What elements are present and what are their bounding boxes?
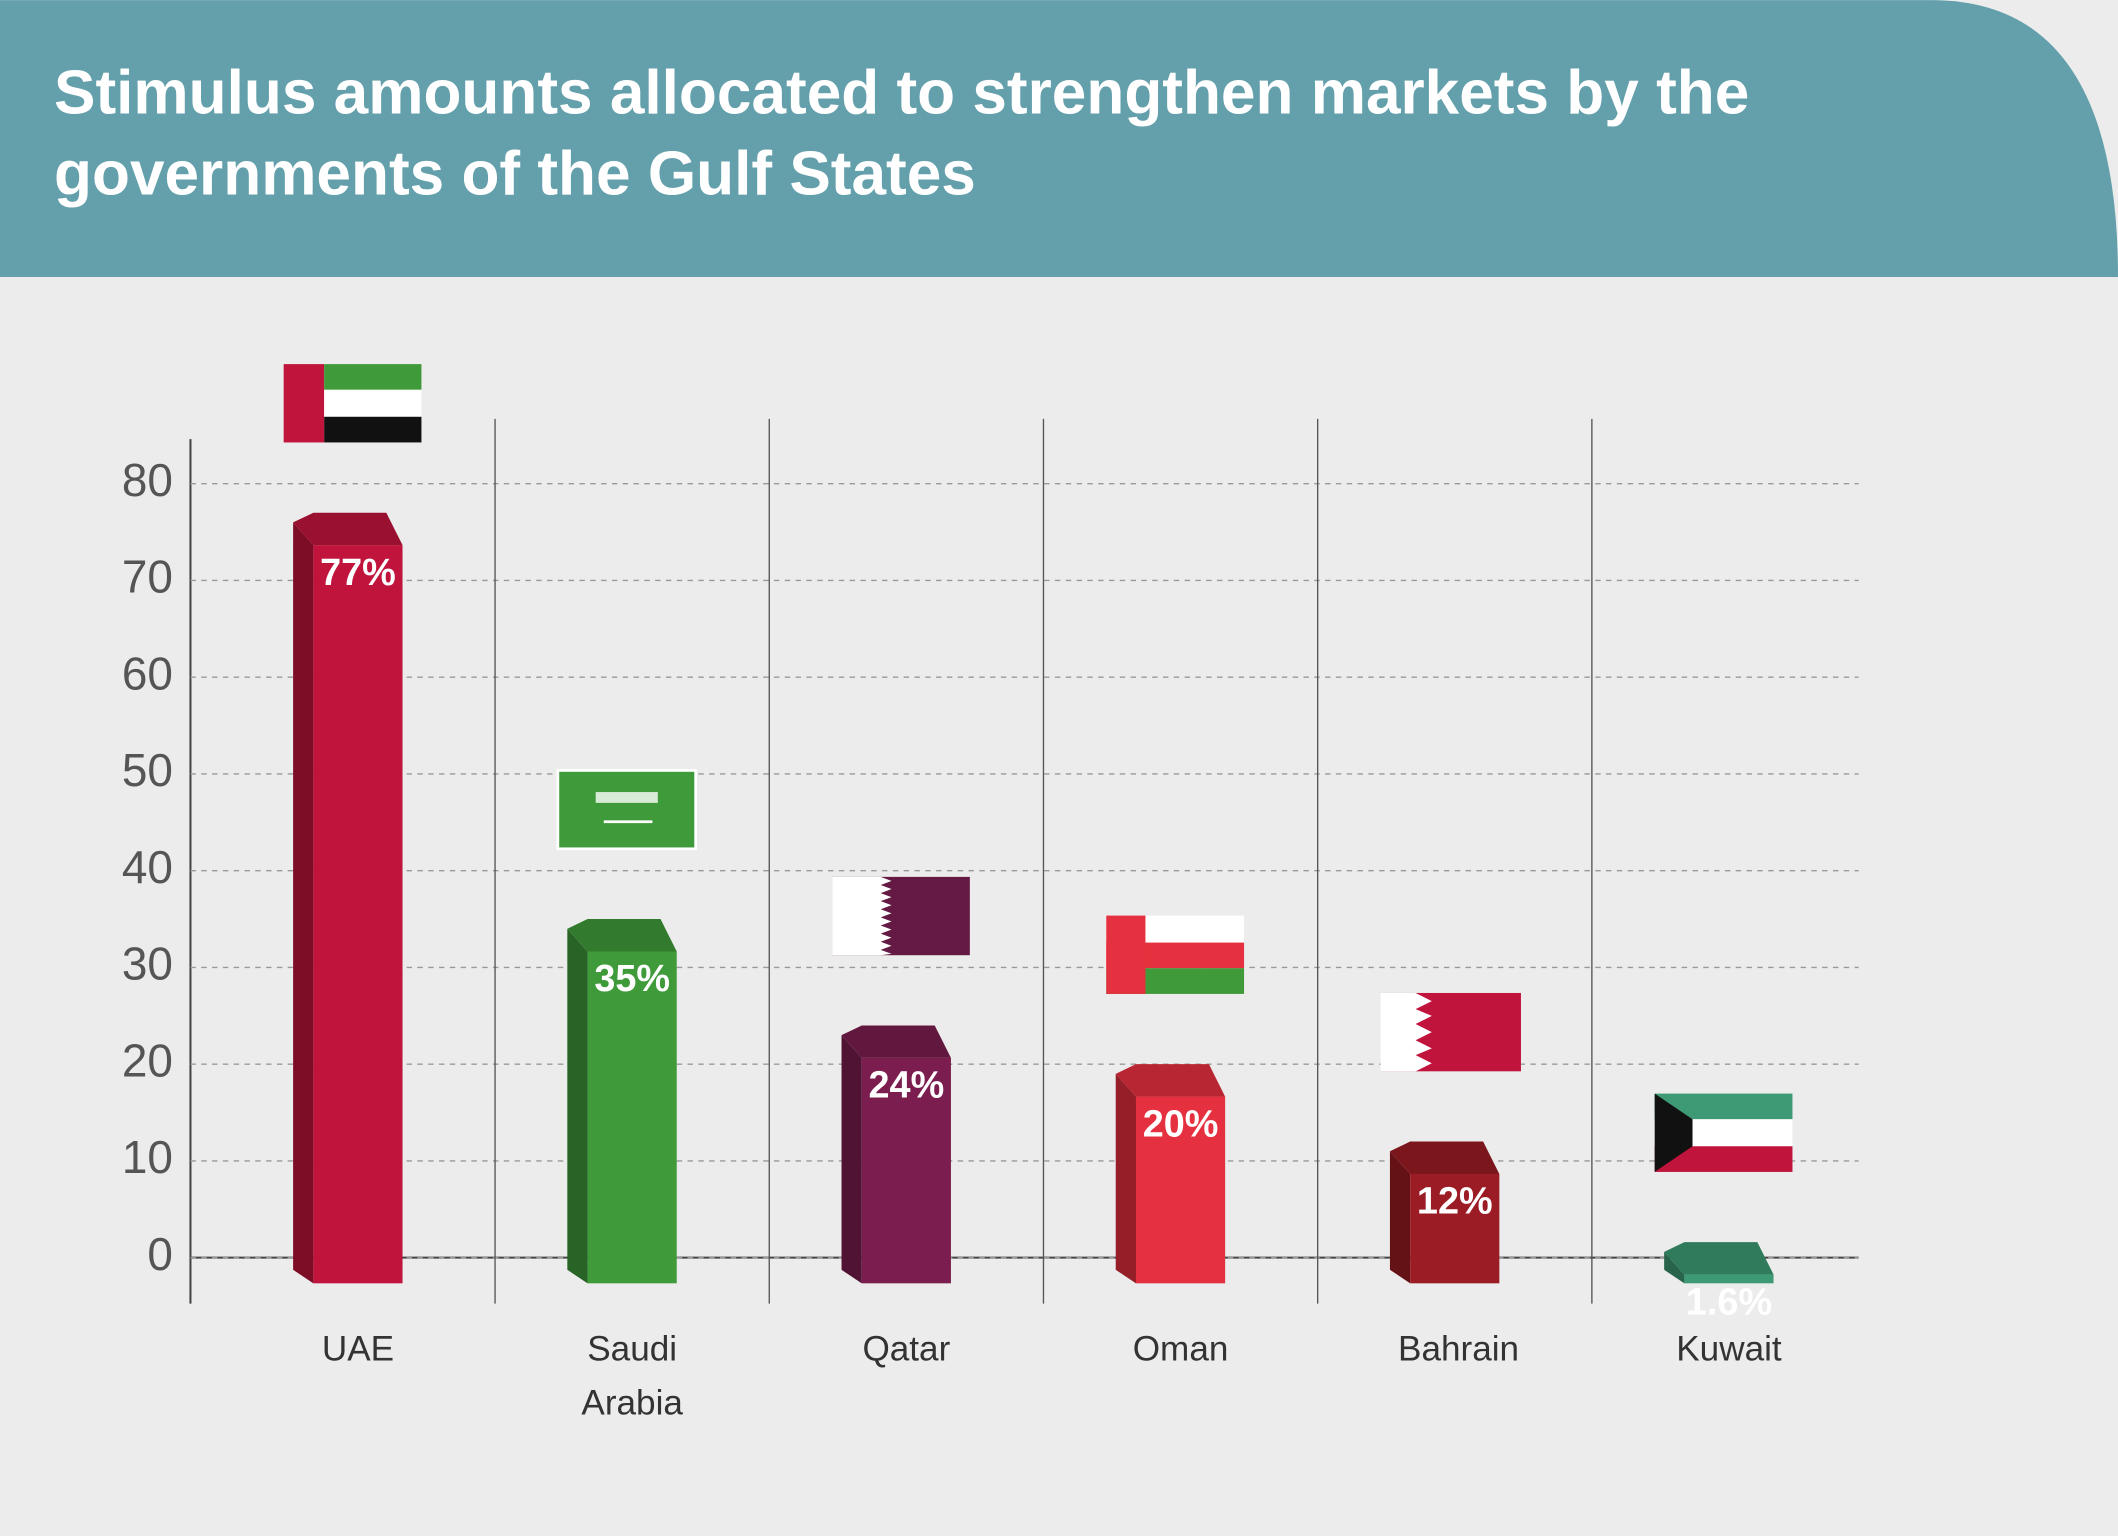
value-label: 24% <box>869 1065 945 1107</box>
x-label-box: Qatar <box>862 1327 951 1369</box>
x-tick-label: Saudi Arabia <box>581 1327 683 1423</box>
bar-side <box>1115 1073 1136 1284</box>
y-tick-label: 20 <box>122 1034 173 1086</box>
flag-part <box>832 876 892 956</box>
chart-title: Stimulus amounts allocated to strengthen… <box>54 56 1750 209</box>
bar-top <box>841 1025 951 1058</box>
flag <box>832 876 970 956</box>
flag <box>1380 992 1521 1072</box>
flag-part <box>1106 915 1146 994</box>
x-tick-label: Oman <box>1132 1327 1229 1369</box>
flag-part <box>324 364 422 390</box>
flag <box>1654 1093 1793 1172</box>
value-label: 1.6% <box>1686 1281 1772 1323</box>
x-tick-label: Qatar <box>862 1327 951 1369</box>
bar-top <box>1115 1064 1226 1097</box>
bar-top <box>1389 1141 1500 1174</box>
x-label-box: Saudi Arabia <box>581 1327 683 1423</box>
x-label-box: Oman <box>1132 1327 1229 1369</box>
y-tick-label: 10 <box>122 1131 173 1183</box>
y-tick-label: 30 <box>122 938 173 990</box>
x-tick-label: Kuwait <box>1676 1327 1782 1369</box>
x-label-box: UAE <box>321 1327 395 1369</box>
x-tick-label: Bahrain <box>1398 1327 1520 1369</box>
title-box: Stimulus amounts allocated to strengthen… <box>54 56 1750 209</box>
flag-part <box>1380 992 1432 1072</box>
x-tick-label: UAE <box>321 1327 395 1369</box>
y-tick-label: 60 <box>122 647 173 699</box>
x-label-box: Kuwait <box>1676 1327 1782 1369</box>
y-tick-label: 50 <box>122 744 173 796</box>
value-label: 12% <box>1417 1181 1493 1223</box>
y-tick-label: 70 <box>122 551 173 603</box>
bar-side <box>841 1035 862 1284</box>
bar-top <box>293 512 403 546</box>
flag-part <box>324 416 422 443</box>
value-label: 20% <box>1143 1103 1219 1145</box>
bar-side <box>293 522 314 1284</box>
bar <box>1135 1096 1226 1284</box>
flag-part <box>556 769 697 851</box>
flag <box>1106 915 1245 994</box>
value-label: 35% <box>594 958 670 1000</box>
flag-part <box>324 389 422 417</box>
bar-side <box>1664 1251 1685 1284</box>
flag-part <box>1654 1093 1693 1172</box>
bar-side <box>1389 1151 1411 1284</box>
bar <box>313 545 403 1284</box>
flag-part <box>283 364 325 443</box>
bar-top <box>1664 1242 1774 1275</box>
value-label: 77% <box>320 552 396 594</box>
x-label-box: Bahrain <box>1398 1327 1520 1369</box>
bar <box>1410 1173 1500 1284</box>
flag <box>283 364 422 443</box>
y-tick-label: 40 <box>122 841 173 893</box>
y-tick-label: 80 <box>122 454 173 506</box>
bar <box>1684 1274 1774 1284</box>
y-tick-label: 0 <box>147 1228 173 1280</box>
flag <box>556 769 697 851</box>
flag-part <box>595 792 658 803</box>
header-band <box>0 0 2118 277</box>
bar-top <box>567 919 677 952</box>
bar-side <box>567 928 588 1284</box>
bar <box>861 1057 951 1284</box>
bar <box>587 951 677 1284</box>
